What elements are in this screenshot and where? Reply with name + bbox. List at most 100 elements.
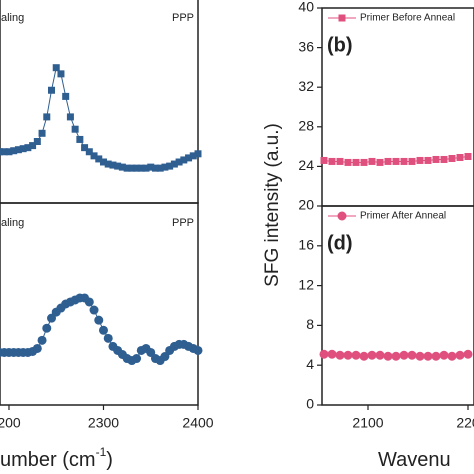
plot-frame	[321, 205, 474, 406]
marker	[104, 160, 112, 168]
marker	[328, 157, 336, 165]
x-axis-label: umber (cm-1)	[0, 445, 113, 471]
y-tick-label: 32	[298, 78, 314, 94]
marker	[384, 157, 392, 165]
plot-frame	[0, 0, 199, 204]
panel-note: PPP	[172, 12, 194, 24]
marker	[147, 163, 155, 171]
marker	[156, 164, 164, 172]
marker	[37, 335, 47, 345]
marker	[408, 157, 416, 165]
marker	[137, 164, 145, 172]
marker	[432, 155, 440, 163]
marker	[85, 148, 93, 156]
marker	[194, 150, 202, 158]
marker	[367, 350, 377, 360]
marker	[66, 113, 74, 121]
marker	[440, 155, 448, 163]
marker	[0, 148, 8, 156]
marker	[89, 305, 99, 315]
y-tick-label: 20	[298, 197, 314, 213]
marker	[456, 153, 464, 161]
y-tick-label: 8	[306, 316, 314, 332]
marker	[38, 129, 46, 137]
panel-label: (d)	[327, 232, 353, 254]
marker	[160, 352, 170, 362]
marker	[57, 70, 65, 78]
marker	[114, 162, 122, 170]
x-tick-label: 2300	[88, 415, 119, 431]
marker	[175, 158, 183, 166]
marker	[336, 157, 344, 165]
x-axis-label-text: umber (cm	[0, 449, 96, 471]
y-axis-label: SFG intensity (a.u.)	[262, 123, 283, 287]
marker	[76, 135, 84, 143]
panel-note: aling	[1, 12, 24, 24]
marker	[123, 164, 131, 172]
marker	[463, 349, 473, 359]
marker	[24, 144, 32, 152]
x-tick-label: 200	[0, 415, 21, 431]
marker	[95, 155, 103, 163]
marker	[343, 350, 353, 360]
marker	[376, 158, 384, 166]
marker	[90, 152, 98, 160]
marker	[103, 333, 113, 343]
marker	[133, 164, 141, 172]
marker	[424, 156, 432, 164]
marker	[439, 350, 449, 360]
marker	[360, 158, 368, 166]
series-line	[0, 66, 199, 169]
marker	[189, 152, 197, 160]
marker	[320, 156, 328, 164]
y-tick-label: 16	[298, 237, 314, 253]
marker	[32, 343, 42, 353]
marker	[161, 163, 169, 171]
marker	[193, 345, 203, 355]
marker	[71, 125, 79, 133]
legend-marker	[337, 211, 347, 221]
marker	[10, 147, 18, 155]
marker	[151, 164, 159, 172]
marker	[52, 64, 60, 72]
marker	[351, 350, 361, 360]
y-tick-label: 24	[298, 157, 314, 173]
plot-frame	[0, 202, 199, 406]
marker	[455, 350, 465, 360]
marker	[448, 154, 456, 162]
marker	[84, 297, 94, 307]
marker	[98, 325, 108, 335]
marker	[118, 163, 126, 171]
marker	[399, 350, 409, 360]
marker	[344, 158, 352, 166]
marker	[423, 351, 433, 361]
marker	[319, 349, 329, 359]
marker	[416, 156, 424, 164]
panel-note: aling	[1, 217, 24, 229]
marker	[146, 347, 156, 357]
x-axis-label: Wavenu	[378, 449, 451, 471]
marker	[47, 313, 57, 323]
marker	[391, 351, 401, 361]
legend-label: Primer After Anneal	[360, 211, 446, 222]
marker	[447, 351, 457, 361]
marker	[19, 145, 27, 153]
marker	[415, 351, 425, 361]
panel-label: (b)	[327, 34, 353, 56]
marker	[375, 350, 385, 360]
y-tick-label: 28	[298, 118, 314, 134]
marker	[43, 113, 51, 121]
y-tick-label: 4	[306, 356, 314, 372]
y-tick-label: 0	[306, 396, 314, 412]
marker	[180, 156, 188, 164]
y-tick-label: 40	[298, 0, 314, 15]
marker	[128, 164, 136, 172]
x-tick-label: 2100	[352, 415, 383, 431]
marker	[327, 349, 337, 359]
marker	[368, 157, 376, 165]
marker	[29, 142, 37, 150]
legend-label: Primer Before Anneal	[360, 13, 455, 24]
marker	[33, 138, 41, 145]
y-tick-label: 36	[298, 38, 314, 54]
